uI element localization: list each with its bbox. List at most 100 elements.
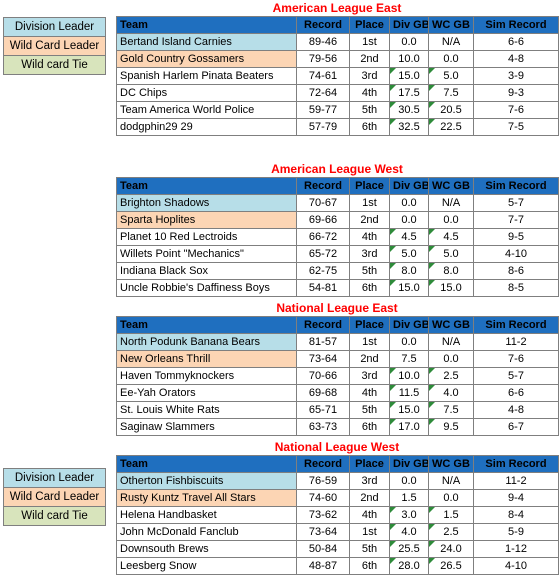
team-record: 73-64 [296,523,350,541]
col-header-sim-record: Sim Record [473,177,559,195]
table-row: Indiana Black Sox 62-75 5th 8.0 8.0 8-6 [116,262,559,280]
team-name: New Orleans Thrill [116,350,297,368]
col-header-wc-gb: WC GB [428,316,474,334]
team-record: 89-46 [296,33,350,51]
table-row: DC Chips 72-64 4th 17.5 7.5 9-3 [116,84,559,102]
table-row: Helena Handbasket 73-62 4th 3.0 1.5 8-4 [116,506,559,524]
col-header-sim-record: Sim Record [473,16,559,34]
table-row: St. Louis White Rats 65-71 5th 15.0 7.5 4-8 [116,401,559,419]
team-record: 63-73 [296,418,350,436]
team-place: 3rd [349,472,390,490]
team-place: 1st [349,333,390,351]
legend-wild-card-tie: Wild card Tie [3,55,106,75]
wild-card-games-back: N/A [428,194,474,212]
league-title: National League West [274,440,400,454]
team-record: 48-87 [296,557,350,575]
division-games-back: 4.0 [389,523,429,541]
table-row: Gold Country Gossamers 79-56 2nd 10.0 0.0 4-8 [116,50,559,68]
team-name: Haven Tommyknockers [116,367,297,385]
team-record: 70-66 [296,367,350,385]
team-name: North Podunk Banana Bears [116,333,297,351]
table-row: Sparta Hoplites 69-66 2nd 0.0 0.0 7-7 [116,211,559,229]
team-record: 74-60 [296,489,350,507]
team-place: 1st [349,194,390,212]
team-record: 76-59 [296,472,350,490]
team-name: Rusty Kuntz Travel All Stars [116,489,297,507]
table-row: Uncle Robbie's Daffiness Boys 54-81 6th 15.… [116,279,559,297]
division-games-back: 17.5 [389,84,429,102]
legend-division-leader: Division Leader [3,468,106,488]
standings-table: Team Record Place Div GB WC GB Sim Record Nort… [116,316,559,436]
header-row: Team Record Place Div GB WC GB Sim Record [116,455,559,473]
legend-wild-card-tie: Wild card Tie [3,506,106,526]
wild-card-games-back: N/A [428,472,474,490]
sim-record: 4-10 [473,245,559,263]
wild-card-games-back: 7.5 [428,84,474,102]
team-place: 2nd [349,50,390,68]
col-header-team: Team [116,316,297,334]
wild-card-games-back: 22.5 [428,118,474,136]
division-games-back: 0.0 [389,211,429,229]
wild-card-games-back: 9.5 [428,418,474,436]
division-games-back: 15.0 [389,279,429,297]
team-place: 1st [349,523,390,541]
team-record: 54-81 [296,279,350,297]
col-header-div-gb: Div GB [389,177,429,195]
team-name: Bertand Island Carnies [116,33,297,51]
team-place: 5th [349,540,390,558]
team-place: 5th [349,401,390,419]
sim-record: 8-5 [473,279,559,297]
team-name: Brighton Shadows [116,194,297,212]
team-place: 6th [349,118,390,136]
division-games-back: 0.0 [389,472,429,490]
sim-record: 9-5 [473,228,559,246]
team-place: 3rd [349,367,390,385]
team-place: 3rd [349,245,390,263]
wild-card-games-back: 5.0 [428,245,474,263]
col-header-record: Record [296,316,350,334]
division-games-back: 15.0 [389,67,429,85]
division-games-back: 30.5 [389,101,429,119]
team-name: Willets Point "Mechanics" [116,245,297,263]
sim-record: 8-4 [473,506,559,524]
col-header-div-gb: Div GB [389,455,429,473]
division-games-back: 10.0 [389,50,429,68]
division-games-back: 0.0 [389,33,429,51]
col-header-record: Record [296,455,350,473]
team-place: 6th [349,557,390,575]
col-header-sim-record: Sim Record [473,455,559,473]
division-games-back: 10.0 [389,367,429,385]
wild-card-games-back: N/A [428,333,474,351]
sim-record: 5-9 [473,523,559,541]
sim-record: 5-7 [473,367,559,385]
header-row: Team Record Place Div GB WC GB Sim Record [116,16,559,34]
division-games-back: 0.0 [389,194,429,212]
legend-wild-card-leader: Wild Card Leader [3,36,106,56]
division-games-back: 4.5 [389,228,429,246]
col-header-div-gb: Div GB [389,16,429,34]
wild-card-games-back: 2.5 [428,367,474,385]
wild-card-games-back: 4.0 [428,384,474,402]
col-header-wc-gb: WC GB [428,16,474,34]
team-place: 4th [349,506,390,524]
team-record: 65-71 [296,401,350,419]
wild-card-games-back: 20.5 [428,101,474,119]
col-header-record: Record [296,16,350,34]
division-games-back: 1.5 [389,489,429,507]
sim-record: 9-4 [473,489,559,507]
team-name: Saginaw Slammers [116,418,297,436]
wild-card-games-back: 15.0 [428,279,474,297]
team-name: St. Louis White Rats [116,401,297,419]
team-place: 6th [349,418,390,436]
legend-division-leader: Division Leader [3,17,106,37]
team-record: 73-64 [296,350,350,368]
sim-record: 11-2 [473,472,559,490]
division-games-back: 17.0 [389,418,429,436]
wild-card-games-back: 4.5 [428,228,474,246]
team-place: 4th [349,84,390,102]
col-header-place: Place [349,177,390,195]
team-record: 79-56 [296,50,350,68]
table-row: Bertand Island Carnies 89-46 1st 0.0 N/A 6-6 [116,33,559,51]
division-games-back: 11.5 [389,384,429,402]
col-header-div-gb: Div GB [389,316,429,334]
